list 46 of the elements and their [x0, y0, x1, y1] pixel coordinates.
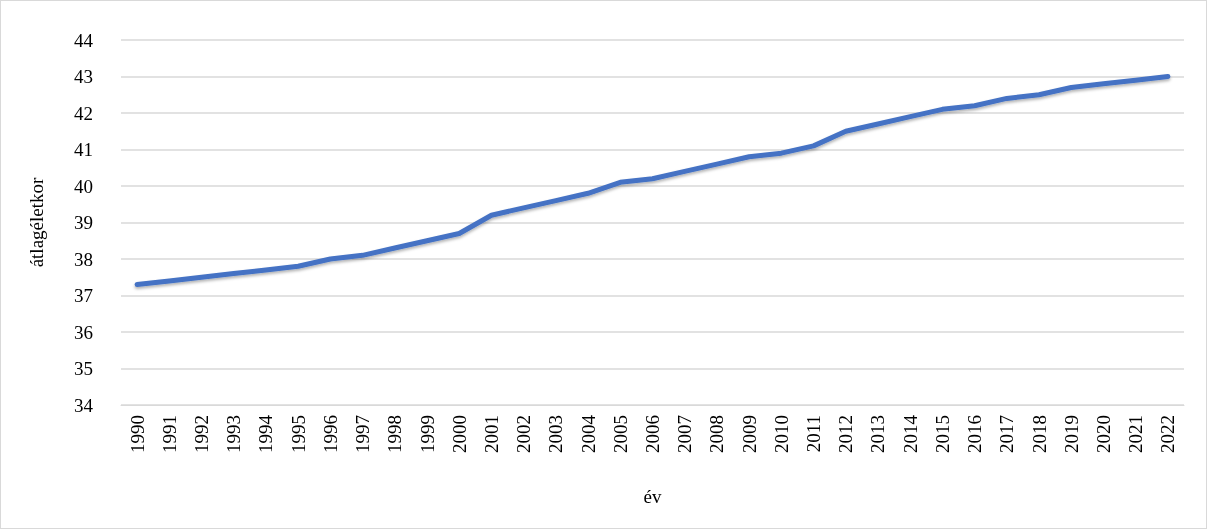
x-tick-label: 2009	[738, 415, 760, 453]
x-tick-label: 2002	[513, 415, 535, 453]
x-tick-label: 2012	[835, 415, 857, 453]
x-tick-label: 2007	[674, 415, 696, 453]
x-tick-label: 2018	[1028, 415, 1050, 453]
x-tick-label: 1992	[191, 415, 213, 453]
x-tick-label: 2000	[448, 415, 470, 453]
x-tick-label: 1991	[158, 415, 180, 453]
x-tick-label: 1996	[319, 415, 341, 453]
x-tick-label: 2006	[642, 415, 663, 453]
x-tick-label: 2008	[706, 415, 728, 453]
x-axis-title: év	[643, 486, 662, 507]
x-tick-label: 2020	[1092, 415, 1114, 453]
x-tick-label: 2017	[996, 415, 1018, 453]
x-tick-label: 1994	[255, 414, 277, 453]
x-tick-label: 2010	[770, 415, 792, 453]
x-tick-label: 2014	[899, 414, 921, 453]
x-tick-label: 2022	[1157, 415, 1179, 453]
y-tick-label: 37	[74, 285, 93, 306]
x-tick-label: 2001	[480, 415, 502, 453]
x-tick-label: 2021	[1125, 415, 1147, 453]
x-tick-label: 2019	[1060, 415, 1082, 453]
x-tick-label: 2004	[577, 414, 599, 453]
x-tick-label: 2015	[931, 415, 953, 453]
y-tick-label: 40	[74, 175, 93, 197]
y-tick-label: 35	[74, 358, 93, 379]
y-tick-label: 43	[74, 66, 93, 87]
x-tick-label: 1997	[352, 415, 374, 453]
y-tick-label: 34	[74, 394, 94, 416]
y-tick-label: 39	[74, 212, 93, 233]
y-tick-label: 36	[74, 321, 93, 343]
x-tick-label: 1993	[223, 415, 245, 453]
y-axis-title: átlagéletkor	[26, 177, 47, 268]
y-tick-label: 38	[74, 248, 93, 270]
x-tick-label: 1998	[384, 415, 406, 453]
y-tick-label: 41	[74, 139, 93, 160]
x-tick-label: 1990	[126, 415, 148, 453]
x-tick-label: 2013	[867, 415, 889, 453]
x-tick-label: 2005	[609, 415, 631, 453]
x-tick-label: 1999	[416, 415, 438, 453]
x-tick-label: 1995	[287, 415, 309, 453]
x-tick-label: 2003	[545, 415, 567, 453]
y-tick-label: 42	[74, 102, 93, 124]
y-tick-label: 44	[74, 29, 94, 51]
x-tick-label: 2011	[803, 415, 825, 453]
x-tick-label: 2016	[964, 415, 986, 453]
